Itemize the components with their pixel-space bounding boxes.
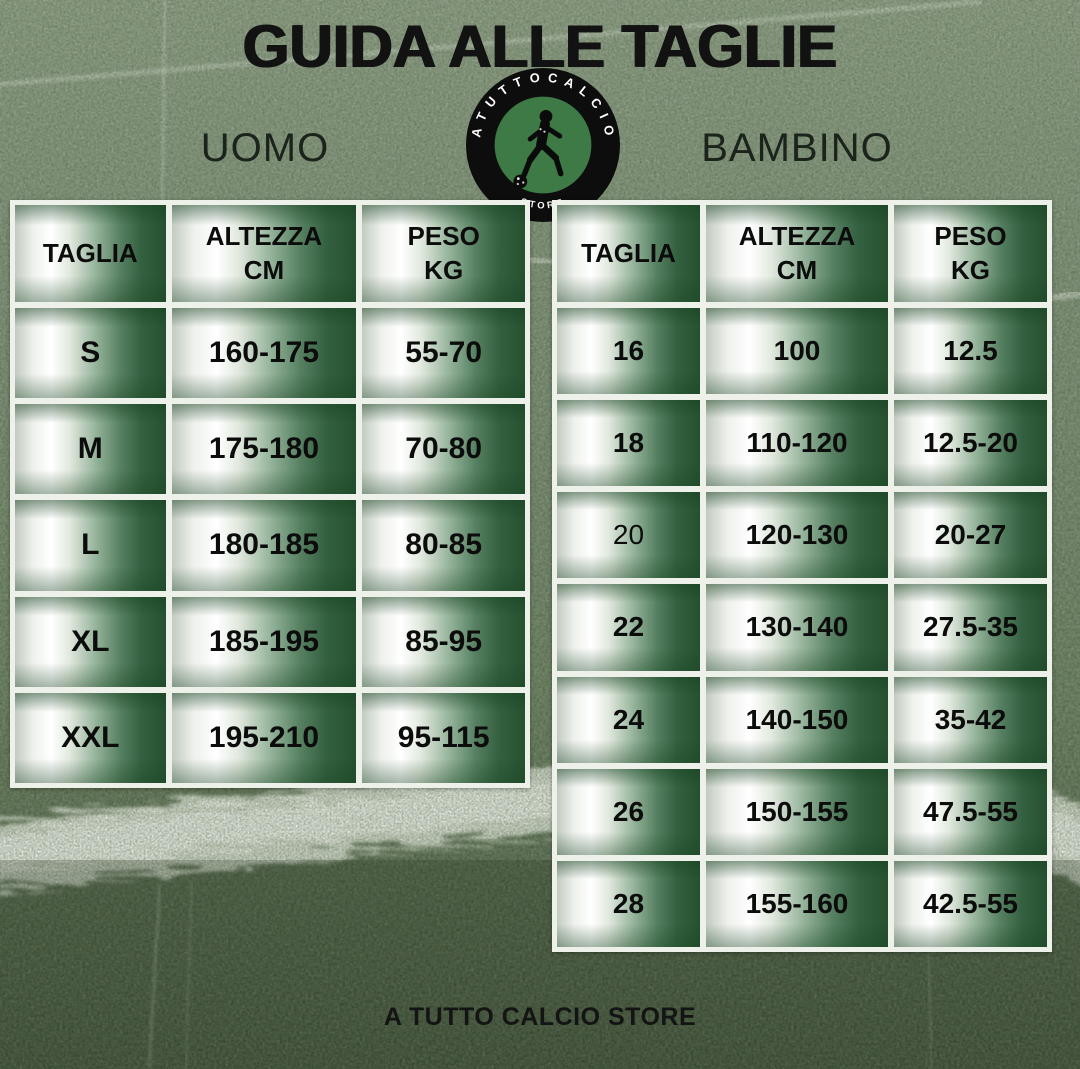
table-cell-bambino-r4-c0: 24 — [557, 676, 700, 763]
table-cell-bambino-r5-c2: 47.5-55 — [894, 768, 1047, 855]
table-cell-bambino-r3-c1: 130-140 — [706, 584, 888, 671]
header-line: PESO — [407, 220, 480, 251]
table-cell-uomo-r3-c2: 85-95 — [362, 596, 525, 687]
table-cell-uomo-r0-c1: 160-175 — [171, 308, 357, 399]
header-line: CM — [243, 254, 285, 285]
table-cell-uomo-r2-c2: 80-85 — [362, 500, 525, 591]
table-cell-bambino-r5-c0: 26 — [557, 768, 700, 855]
header-line: ALTEZZA — [738, 220, 856, 251]
header-cell-uomo-0: TAGLIA — [15, 205, 166, 302]
header-cell-bambino-0: TAGLIA — [557, 205, 700, 302]
header-cell-uomo-1: ALTEZZA CM — [171, 205, 357, 302]
header-line: TAGLIA — [581, 237, 676, 268]
soccer-ball-icon — [513, 174, 528, 189]
table-cell-bambino-r5-c1: 150-155 — [706, 768, 888, 855]
table-cell-uomo-r0-c2: 55-70 — [362, 308, 525, 399]
table-cell-bambino-r4-c1: 140-150 — [706, 676, 888, 763]
table-cell-bambino-r0-c1: 100 — [706, 308, 888, 395]
table-cell-uomo-r1-c0: M — [15, 404, 166, 495]
jersey-detail — [539, 128, 546, 133]
table-cell-bambino-r2-c0: 20 — [557, 492, 700, 579]
table-cell-uomo-r3-c1: 185-195 — [171, 596, 357, 687]
table-cell-uomo-r4-c0: XXL — [15, 692, 166, 783]
table-cell-bambino-r3-c2: 27.5-35 — [894, 584, 1047, 671]
table-cell-bambino-r3-c0: 22 — [557, 584, 700, 671]
table-cell-uomo-r3-c0: XL — [15, 596, 166, 687]
table-cell-bambino-r1-c1: 110-120 — [706, 400, 888, 487]
header-line: PESO — [934, 220, 1007, 251]
table-cell-uomo-r1-c2: 70-80 — [362, 404, 525, 495]
table-cell-bambino-r2-c1: 120-130 — [706, 492, 888, 579]
footer-store-name: A TUTTO CALCIO STORE — [383, 1003, 697, 1031]
table-cell-bambino-r0-c2: 12.5 — [894, 308, 1047, 395]
table-cell-uomo-r2-c1: 180-185 — [171, 500, 357, 591]
header-line: CM — [776, 254, 818, 285]
table-cell-bambino-r6-c1: 155-160 — [706, 860, 888, 947]
header-line: TAGLIA — [42, 237, 138, 268]
table-cell-uomo-r1-c1: 175-180 — [171, 404, 357, 495]
header-line: KG — [424, 254, 464, 285]
table-cell-bambino-r6-c2: 42.5-55 — [894, 860, 1047, 947]
table-cell-bambino-r4-c2: 35-42 — [894, 676, 1047, 763]
header-line: KG — [951, 254, 990, 285]
table-cell-bambino-r1-c2: 12.5-20 — [894, 400, 1047, 487]
table-cell-uomo-r4-c2: 95-115 — [362, 692, 525, 783]
table-cell-uomo-r4-c1: 195-210 — [171, 692, 357, 783]
table-cell-bambino-r1-c0: 18 — [557, 400, 700, 487]
header-line: ALTEZZA — [205, 220, 323, 251]
size-table-uomo: TAGLIA ALTEZZA CM PESO KG S 160-175 55-70 M 175-1… — [10, 200, 530, 788]
header-cell-uomo-2: PESO KG — [362, 205, 525, 302]
header-cell-bambino-2: PESO KG — [894, 205, 1047, 302]
soccer-player-icon — [521, 109, 564, 178]
label-uomo: UOMO — [200, 126, 330, 170]
header-cell-bambino-1: ALTEZZA CM — [706, 205, 888, 302]
table-cell-uomo-r2-c0: L — [15, 500, 166, 591]
table-cell-bambino-r0-c0: 16 — [557, 308, 700, 395]
table-cell-uomo-r0-c0: S — [15, 308, 166, 399]
size-table-bambino: TAGLIA ALTEZZA CM PESO KG 16 100 12.5 18 110-120 1… — [552, 200, 1052, 952]
table-cell-bambino-r2-c2: 20-27 — [894, 492, 1047, 579]
label-bambino: BAMBINO — [701, 126, 893, 170]
store-logo: A T U T T O C A L C I O STORE — [464, 66, 622, 224]
table-cell-bambino-r6-c0: 28 — [557, 860, 700, 947]
